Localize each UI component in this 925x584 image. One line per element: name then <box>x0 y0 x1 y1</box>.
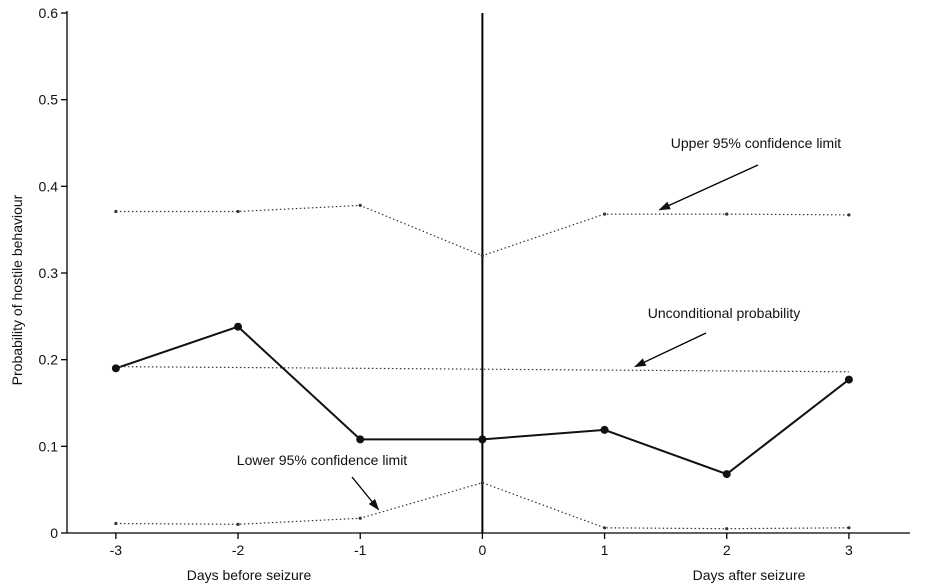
data-point <box>600 425 609 434</box>
data-point <box>356 435 365 444</box>
x-tick-label: 3 <box>845 542 853 558</box>
y-tick-label: 0.1 <box>39 438 59 454</box>
y-tick-label: 0.3 <box>39 265 59 281</box>
data-point <box>480 481 484 485</box>
annotation-label: Unconditional probability <box>648 305 801 321</box>
annotation-label: Upper 95% confidence limit <box>671 135 842 151</box>
x-tick-label: 2 <box>723 542 731 558</box>
y-tick-label: 0.2 <box>39 352 59 368</box>
data-point <box>111 364 120 373</box>
y-tick-label: 0 <box>50 525 58 541</box>
annotation-label: Lower 95% confidence limit <box>237 452 408 468</box>
x-tick-label: 1 <box>601 542 609 558</box>
x-axis-title-right: Days after seizure <box>693 567 806 583</box>
y-axis: 0 0.1 0.2 0.3 0.4 0.5 0.6 <box>39 5 68 541</box>
data-point <box>844 375 853 384</box>
data-point <box>358 203 362 207</box>
data-point <box>236 209 240 214</box>
data-point <box>114 521 118 526</box>
x-axis: -3 -2 -1 0 1 2 3 <box>67 532 910 558</box>
x-tick-label: -2 <box>232 542 245 558</box>
data-point <box>480 254 484 258</box>
x-axis-title-left: Days before seizure <box>187 567 312 583</box>
data-point <box>725 212 729 216</box>
annotations: Upper 95% confidence limit Unconditional … <box>237 135 842 511</box>
data-point <box>234 322 243 331</box>
x-tick-label: -3 <box>110 542 123 558</box>
annotation-arrow <box>658 164 759 211</box>
data-point <box>722 470 731 479</box>
data-point <box>478 435 487 444</box>
annotation-arrow <box>351 476 380 511</box>
annotation-arrow <box>634 332 707 368</box>
x-tick-label: 0 <box>478 542 486 558</box>
x-tick-label: -1 <box>354 542 367 558</box>
data-point <box>725 527 729 531</box>
data-point <box>236 522 240 526</box>
data-point <box>114 209 118 214</box>
data-point <box>602 526 607 530</box>
markers <box>111 203 853 531</box>
data-point <box>358 516 362 520</box>
data-point <box>602 212 607 216</box>
y-axis-title: Probability of hostile behaviour <box>9 194 25 385</box>
y-tick-label: 0.5 <box>39 92 59 108</box>
data-point <box>847 526 851 530</box>
data-point <box>847 213 851 217</box>
y-tick-label: 0.6 <box>39 5 59 21</box>
y-tick-label: 0.4 <box>39 178 59 194</box>
